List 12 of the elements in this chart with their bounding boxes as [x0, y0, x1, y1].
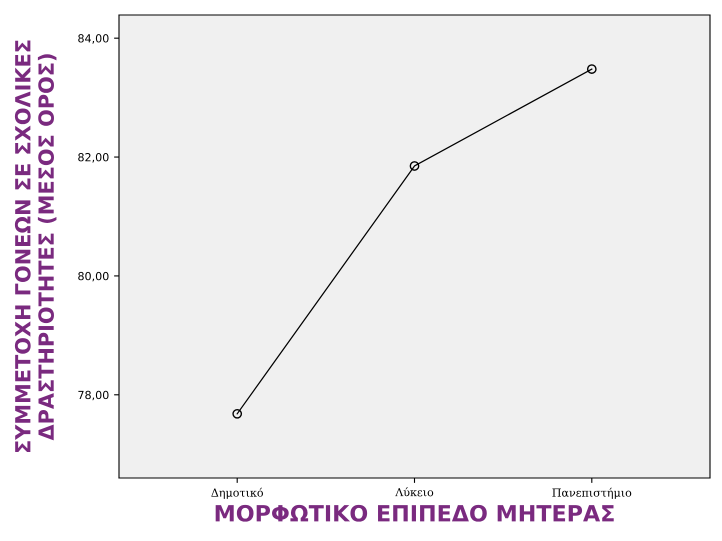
y-axis-title: ΣΥΜΜΕΤΟΧΗ ΓΟΝΕΩΝ ΣΕ ΣΧΟΛΙΚΕΣ ΔΡΑΣΤΗΡΙΟΤΗΤΕΣ (ΜΕΣΟΣ ΟΡΟΣ): [14, 40, 56, 452]
point: [232, 408, 242, 419]
y-tick-label: 82,00: [78, 153, 109, 163]
y-tick-label: 80,00: [78, 272, 109, 282]
point: [586, 64, 597, 74]
x-tick-label: Πανεπιστήμιο: [552, 488, 632, 499]
y-tick-label: 84,00: [78, 34, 109, 44]
x-tick-label: Δημοτικό: [211, 488, 264, 499]
y-tick-label: 78,00: [78, 390, 109, 400]
point: [410, 161, 420, 171]
x-tick-label: Λύκειο: [395, 487, 434, 496]
x-axis-title: ΜΟΡΦΩΤΙΚΟ ΕΠΙΠΕΔΟ ΜΗΤΕΡΑΣ: [216, 504, 614, 522]
